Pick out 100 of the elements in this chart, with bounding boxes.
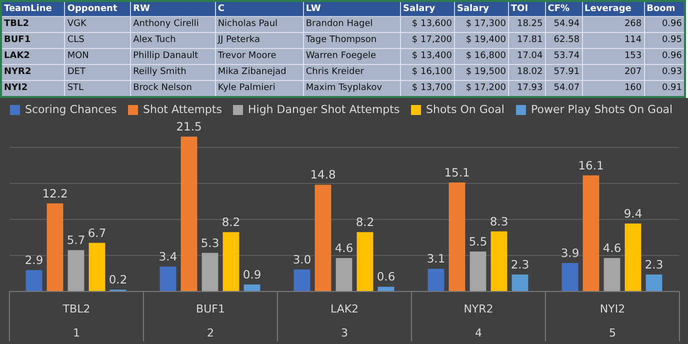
data-label: 0.9 (242, 268, 262, 282)
data-label: 0.6 (376, 270, 396, 284)
text: 114 (624, 35, 642, 45)
x-tick-label: TBL2 (62, 302, 90, 316)
text: Mika Zibanejad (218, 67, 286, 77)
data-label: 5.7 (66, 233, 86, 248)
text: 2 (207, 326, 214, 340)
text: 207 (624, 67, 642, 77)
data-label: 2.3 (644, 257, 664, 272)
text: Brandon Hagel (306, 19, 373, 29)
category-label: RW (130, 1, 216, 16)
data-label: 3.0 (292, 252, 312, 266)
text: 17.04 (516, 51, 543, 61)
text: LAK2 (4, 51, 30, 61)
text: NYI2 (4, 83, 28, 93)
text: $ 17,200 (412, 35, 452, 45)
text: 0.96 (662, 51, 682, 61)
category-label: CF% (545, 1, 582, 16)
text: 5 (609, 326, 616, 340)
bar (428, 268, 444, 291)
text: Alex Tuch (133, 35, 176, 45)
data-label: 6.7 (88, 226, 106, 240)
data-label: 8.2 (222, 215, 240, 230)
legend-label: High Danger Shot Attempts (248, 103, 400, 116)
bar (490, 231, 508, 291)
text: Kyle Palmieri (218, 83, 276, 93)
data-label: 0.2 (108, 272, 128, 287)
x-tick-label: BUF1 (196, 302, 225, 316)
bar (202, 252, 218, 291)
bar (356, 232, 374, 291)
text: $ 16,100 (412, 67, 452, 77)
text: CLS (67, 35, 84, 45)
bar (314, 184, 332, 291)
text: Phillip Danault (133, 51, 198, 61)
x-tick-label: NYI2 (600, 302, 626, 316)
legend-label: Shots On Goal (426, 103, 504, 116)
text: Warren Foegele (306, 51, 376, 61)
text: Tage Thompson (306, 35, 377, 45)
data-label: 15.1 (444, 166, 470, 180)
data-label: 4.6 (334, 240, 354, 255)
data-label: 5.5 (468, 234, 488, 248)
data-label: 4.6 (602, 240, 622, 255)
data-label: 9.4 (624, 206, 642, 220)
category-label: TeamLine (1, 1, 65, 16)
bar (582, 175, 600, 291)
bar (46, 203, 64, 291)
category-label: Salary (454, 1, 508, 16)
text: 17.93 (516, 83, 543, 93)
legend-label: Scoring Chances (25, 103, 117, 116)
bar (604, 258, 620, 291)
bar (160, 266, 176, 291)
text: Anthony Cirelli (133, 19, 199, 29)
text: $ 13,400 (412, 51, 452, 61)
text: BUF1 (4, 35, 31, 45)
text: Chris Kreider (306, 67, 364, 77)
bar (470, 252, 486, 291)
category-label: LW (303, 1, 401, 16)
data-label: 12.2 (42, 186, 68, 200)
category-label: Salary (400, 1, 454, 16)
data-label: 5.3 (200, 236, 220, 250)
text: VGK (67, 19, 86, 29)
bar (88, 242, 106, 291)
text: 153 (624, 51, 642, 61)
data-label: 3.9 (560, 246, 580, 260)
category-label: Boom (644, 1, 685, 16)
bar (244, 284, 260, 291)
text: 62.58 (554, 35, 580, 45)
text: 160 (624, 83, 642, 93)
text: $ 19,500 (466, 67, 506, 77)
text: 3 (341, 326, 348, 340)
text: 0.91 (662, 83, 682, 93)
text: 1 (73, 326, 80, 340)
x-tick-label: LAK2 (330, 302, 359, 316)
text: DET (67, 67, 86, 77)
bar (646, 274, 662, 291)
text: Reilly Smith (133, 67, 186, 77)
data-label: 3.4 (158, 250, 178, 264)
text: STL (67, 83, 84, 93)
category-label: Opponent (64, 1, 131, 16)
text: 0.95 (662, 35, 682, 45)
text: JJ Peterka (218, 35, 260, 45)
bar (180, 136, 198, 291)
text: 54.94 (554, 19, 580, 29)
text: Nicholas Paul (218, 19, 278, 29)
text: 4 (475, 326, 482, 340)
bar (294, 269, 310, 291)
bar (378, 286, 394, 291)
text: $ 17,200 (466, 83, 506, 93)
data-label: 8.2 (356, 215, 374, 230)
data-label: 3.1 (426, 252, 446, 266)
text: $ 13,700 (412, 83, 452, 93)
data-label: 16.1 (578, 158, 604, 172)
bar (562, 262, 578, 291)
text: Maxim Tsyplakov (306, 83, 382, 93)
text: MON (67, 51, 89, 61)
text: $ 16,800 (466, 51, 506, 61)
text: 18.25 (516, 19, 543, 29)
category-label: TOI (508, 1, 546, 16)
text: 53.74 (554, 51, 580, 61)
text: 54.07 (554, 83, 580, 93)
